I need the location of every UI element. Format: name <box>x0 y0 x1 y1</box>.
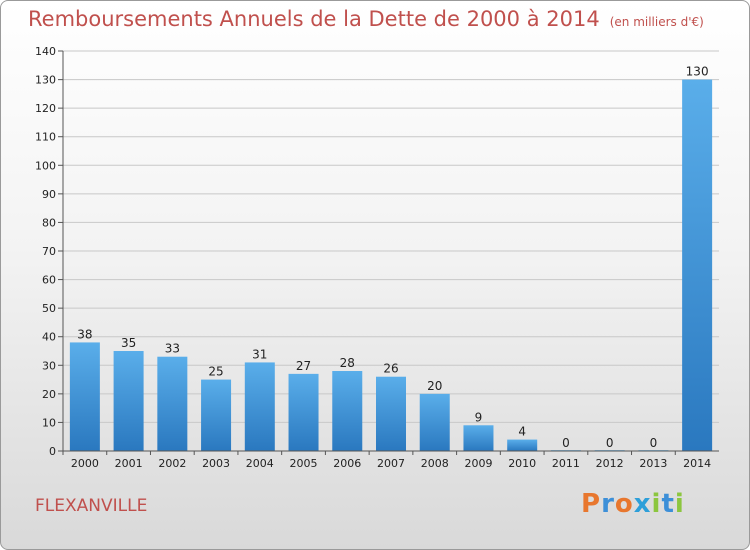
logo-letter: i <box>651 489 662 519</box>
bar-value-label: 20 <box>427 379 442 393</box>
logo-letter: t <box>661 489 675 519</box>
x-tick-label: 2007 <box>377 457 405 470</box>
bar-2008 <box>419 393 450 451</box>
bar-value-label: 33 <box>165 342 180 356</box>
x-tick-label: 2001 <box>115 457 143 470</box>
x-tick-label: 2013 <box>639 457 667 470</box>
x-tick-label: 2005 <box>290 457 318 470</box>
y-tick-label: 70 <box>42 245 56 258</box>
y-tick-label: 140 <box>35 45 56 58</box>
bar-value-label: 0 <box>606 436 614 450</box>
logo-letter: P <box>581 489 602 519</box>
y-tick-label: 120 <box>35 102 56 115</box>
x-tick-label: 2014 <box>683 457 711 470</box>
bar-2004 <box>244 362 275 451</box>
chart-subtitle: (en milliers d'€) <box>609 15 704 29</box>
bar-2000 <box>69 342 100 451</box>
bar-value-label: 25 <box>208 365 223 379</box>
x-tick-label: 2008 <box>421 457 449 470</box>
y-tick-label: 60 <box>42 274 56 287</box>
bar-value-label: 130 <box>686 65 709 79</box>
bar-2014 <box>682 79 713 452</box>
chart-title-text: Remboursements Annuels de la Dette de 20… <box>28 7 600 31</box>
x-tick-label: 2006 <box>333 457 361 470</box>
bar-2001 <box>113 351 144 451</box>
x-tick-label: 2002 <box>158 457 186 470</box>
bar-2007 <box>376 376 406 451</box>
y-tick-label: 40 <box>42 331 56 344</box>
bar-value-label: 0 <box>562 436 570 450</box>
bar-2009 <box>463 425 494 451</box>
logo-letter: o <box>614 489 634 519</box>
bar-value-label: 28 <box>340 356 355 370</box>
bar-value-label: 38 <box>77 327 92 341</box>
bar-2006 <box>332 371 363 451</box>
logo-letter: i <box>674 489 685 519</box>
bar-value-label: 35 <box>121 336 136 350</box>
bars: 38 35 33 25 31 27 28 26 20 9 4 0 0 0 130 <box>69 65 713 452</box>
x-tick-label: 2009 <box>464 457 492 470</box>
bar-value-label: 26 <box>383 362 398 376</box>
bar-value-label: 27 <box>296 359 311 373</box>
x-tick-label: 2004 <box>246 457 274 470</box>
y-tick-label: 90 <box>42 188 56 201</box>
x-tick-label: 2011 <box>552 457 580 470</box>
y-tick-label: 130 <box>35 74 56 87</box>
y-tick-label: 110 <box>35 131 56 144</box>
x-tick-label: 2012 <box>596 457 624 470</box>
bar-2003 <box>201 379 232 451</box>
bar-value-label: 31 <box>252 347 267 361</box>
logo-letter: r <box>601 489 615 519</box>
y-axis: 0 10 20 30 40 50 60 70 80 90 100 110 120 130 140 <box>35 45 64 458</box>
x-tick-label: 2010 <box>508 457 536 470</box>
bar-value-label: 9 <box>475 410 483 424</box>
y-tick-label: 50 <box>42 302 56 315</box>
bar-value-label: 0 <box>650 436 658 450</box>
commune-name: FLEXANVILLE <box>35 496 148 516</box>
proxiti-logo: Proxiti <box>581 489 685 519</box>
logo-letter: x <box>633 489 652 519</box>
y-tick-label: 10 <box>42 416 56 429</box>
x-tick-label: 2000 <box>71 457 99 470</box>
x-tick-label: 2003 <box>202 457 230 470</box>
bar-2005 <box>288 373 319 451</box>
y-tick-label: 30 <box>42 359 56 372</box>
y-tick-label: 0 <box>49 445 56 458</box>
y-tick-label: 100 <box>35 159 56 172</box>
bar-2002 <box>157 356 188 451</box>
chart-title: Remboursements Annuels de la Dette de 20… <box>28 7 704 31</box>
x-axis: 2000 2001 2002 2003 2004 2005 2006 2007 2008 2009… <box>62 450 719 470</box>
bar-2010 <box>507 439 538 451</box>
y-tick-label: 80 <box>42 216 56 229</box>
bar-value-label: 4 <box>518 425 526 439</box>
y-tick-label: 20 <box>42 388 56 401</box>
